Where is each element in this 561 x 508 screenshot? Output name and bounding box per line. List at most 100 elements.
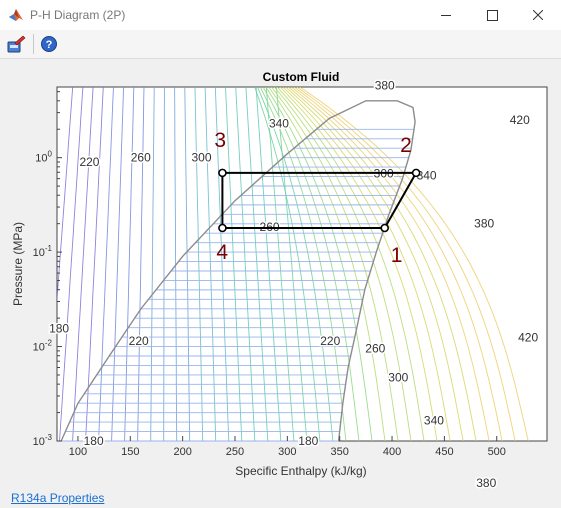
isotherm-label: 380 — [375, 79, 395, 93]
matlab-icon — [8, 7, 24, 23]
maximize-icon — [486, 9, 498, 21]
isotherm-line — [274, 87, 412, 441]
plot-tools-icon — [7, 35, 26, 53]
x-tick-label: 150 — [121, 446, 139, 458]
state-point-label: 4 — [216, 241, 228, 264]
isotherm-line — [111, 87, 125, 441]
isotherm-line — [299, 87, 529, 441]
x-tick-label: 450 — [435, 446, 453, 458]
toolbar-separator — [33, 34, 34, 54]
isotherm-line — [275, 87, 308, 441]
help-button[interactable]: ? — [38, 33, 60, 55]
state-point-label: 3 — [214, 129, 226, 152]
x-axis-label: Specific Enthalpy (kJ/kg) — [235, 464, 366, 478]
isotherm-label: 340 — [417, 168, 437, 182]
isotherm-line — [137, 87, 145, 441]
isotherm-line — [265, 87, 373, 441]
isotherm-label: 300 — [191, 151, 211, 165]
isotherm-line — [282, 87, 451, 441]
state-point-marker — [380, 223, 390, 233]
x-tick-label: 400 — [383, 446, 401, 458]
title-bar: P-H Diagram (2P) — [0, 0, 561, 30]
isotherm-label: 420 — [518, 330, 538, 344]
isotherm-line — [296, 87, 516, 441]
isotherm-label: 340 — [424, 413, 444, 427]
toolbar: ? — [0, 30, 561, 59]
isotherm-label: 260 — [131, 151, 151, 165]
isotherm-label: 180 — [49, 322, 69, 336]
x-tick-label: 500 — [488, 446, 506, 458]
isotherm-label: 180 — [298, 434, 318, 448]
isotherm-line — [254, 87, 321, 441]
isotherm-label: 220 — [79, 155, 99, 169]
refrigeration-cycle: 1 2 3 4 — [214, 129, 421, 267]
isotherm-line — [268, 87, 386, 441]
isotherm-label: 380 — [476, 476, 496, 490]
isotherm-line — [255, 87, 282, 441]
isotherm-line — [288, 87, 477, 441]
saturation-dome — [60, 100, 416, 442]
isotherm-label: 260 — [365, 342, 385, 356]
isotherm-line — [276, 87, 425, 441]
x-tick-label: 250 — [226, 446, 244, 458]
isotherm-line — [57, 87, 74, 305]
isotherm-line — [85, 87, 104, 441]
isotherm-line — [225, 87, 243, 441]
isotherm-label: 420 — [510, 113, 530, 127]
isotherm-label: 340 — [269, 116, 289, 130]
minimize-icon — [441, 14, 451, 16]
isotherm-line — [257, 87, 334, 441]
dome-outline — [60, 100, 416, 442]
isotherm-label: 220 — [320, 334, 340, 348]
y-tick-label: 100 — [35, 150, 52, 165]
state-point-label: 2 — [400, 134, 412, 157]
state-point-marker — [411, 168, 421, 178]
state-point-marker — [218, 223, 227, 233]
isotherm-line — [245, 87, 269, 441]
figure-area: Custom Fluid 180 180 180 220 220 220 260 260 260… — [0, 59, 561, 508]
svg-text:?: ? — [46, 39, 53, 51]
isotherm-label: 180 — [84, 434, 104, 448]
isotherm-line — [235, 87, 256, 441]
ph-diagram-chart[interactable]: Custom Fluid 180 180 180 220 220 220 260 260 260… — [0, 59, 561, 491]
isotherm-line — [259, 87, 347, 441]
close-button[interactable] — [515, 0, 561, 30]
maximize-button[interactable] — [469, 0, 515, 30]
isotherm-line — [204, 87, 217, 441]
isotherm-labels: 180 180 180 220 220 220 260 260 260 300 300 300 340 3… — [48, 77, 540, 491]
isotherm-line — [124, 87, 135, 441]
window-title: P-H Diagram (2P) — [30, 8, 126, 22]
isotherm-lines — [57, 87, 529, 441]
isotherm-line — [150, 87, 155, 441]
plot-tools-button[interactable] — [5, 33, 27, 55]
isotherm-line — [285, 87, 464, 441]
isotherm-line — [262, 87, 360, 441]
isotherm-line — [184, 87, 191, 441]
help-icon: ? — [41, 36, 57, 52]
isotherm-line — [163, 87, 165, 441]
y-axis-label: Pressure (MPa) — [11, 222, 25, 306]
x-tick-label: 200 — [173, 446, 191, 458]
chart-title: Custom Fluid — [263, 70, 340, 84]
isotherm-line — [293, 87, 503, 441]
x-tick-label: 300 — [278, 446, 296, 458]
isotherm-line — [174, 87, 178, 441]
minimize-button[interactable] — [423, 0, 469, 30]
isotherm-line — [279, 87, 438, 441]
isotherm-line — [214, 87, 230, 441]
isotherm-line — [271, 87, 399, 441]
isotherm-line — [98, 87, 114, 441]
isotherm-line — [265, 87, 295, 441]
isobar-lines — [61, 128, 414, 442]
state-point-label: 1 — [391, 244, 403, 267]
axes: 100 150 200 250 300 350 400 450 500 10-3 10-2 10-1 1… — [33, 91, 506, 458]
r134a-properties-link[interactable]: R134a Properties — [11, 491, 105, 505]
isotherm-line — [291, 87, 490, 441]
isotherm-line — [72, 87, 94, 441]
isotherm-line — [59, 87, 84, 441]
state-point-marker — [218, 168, 227, 178]
y-tick-label: 10-1 — [33, 244, 53, 259]
y-tick-label: 10-3 — [33, 433, 53, 448]
x-tick-label: 100 — [69, 446, 87, 458]
y-tick-label: 10-2 — [33, 339, 53, 354]
